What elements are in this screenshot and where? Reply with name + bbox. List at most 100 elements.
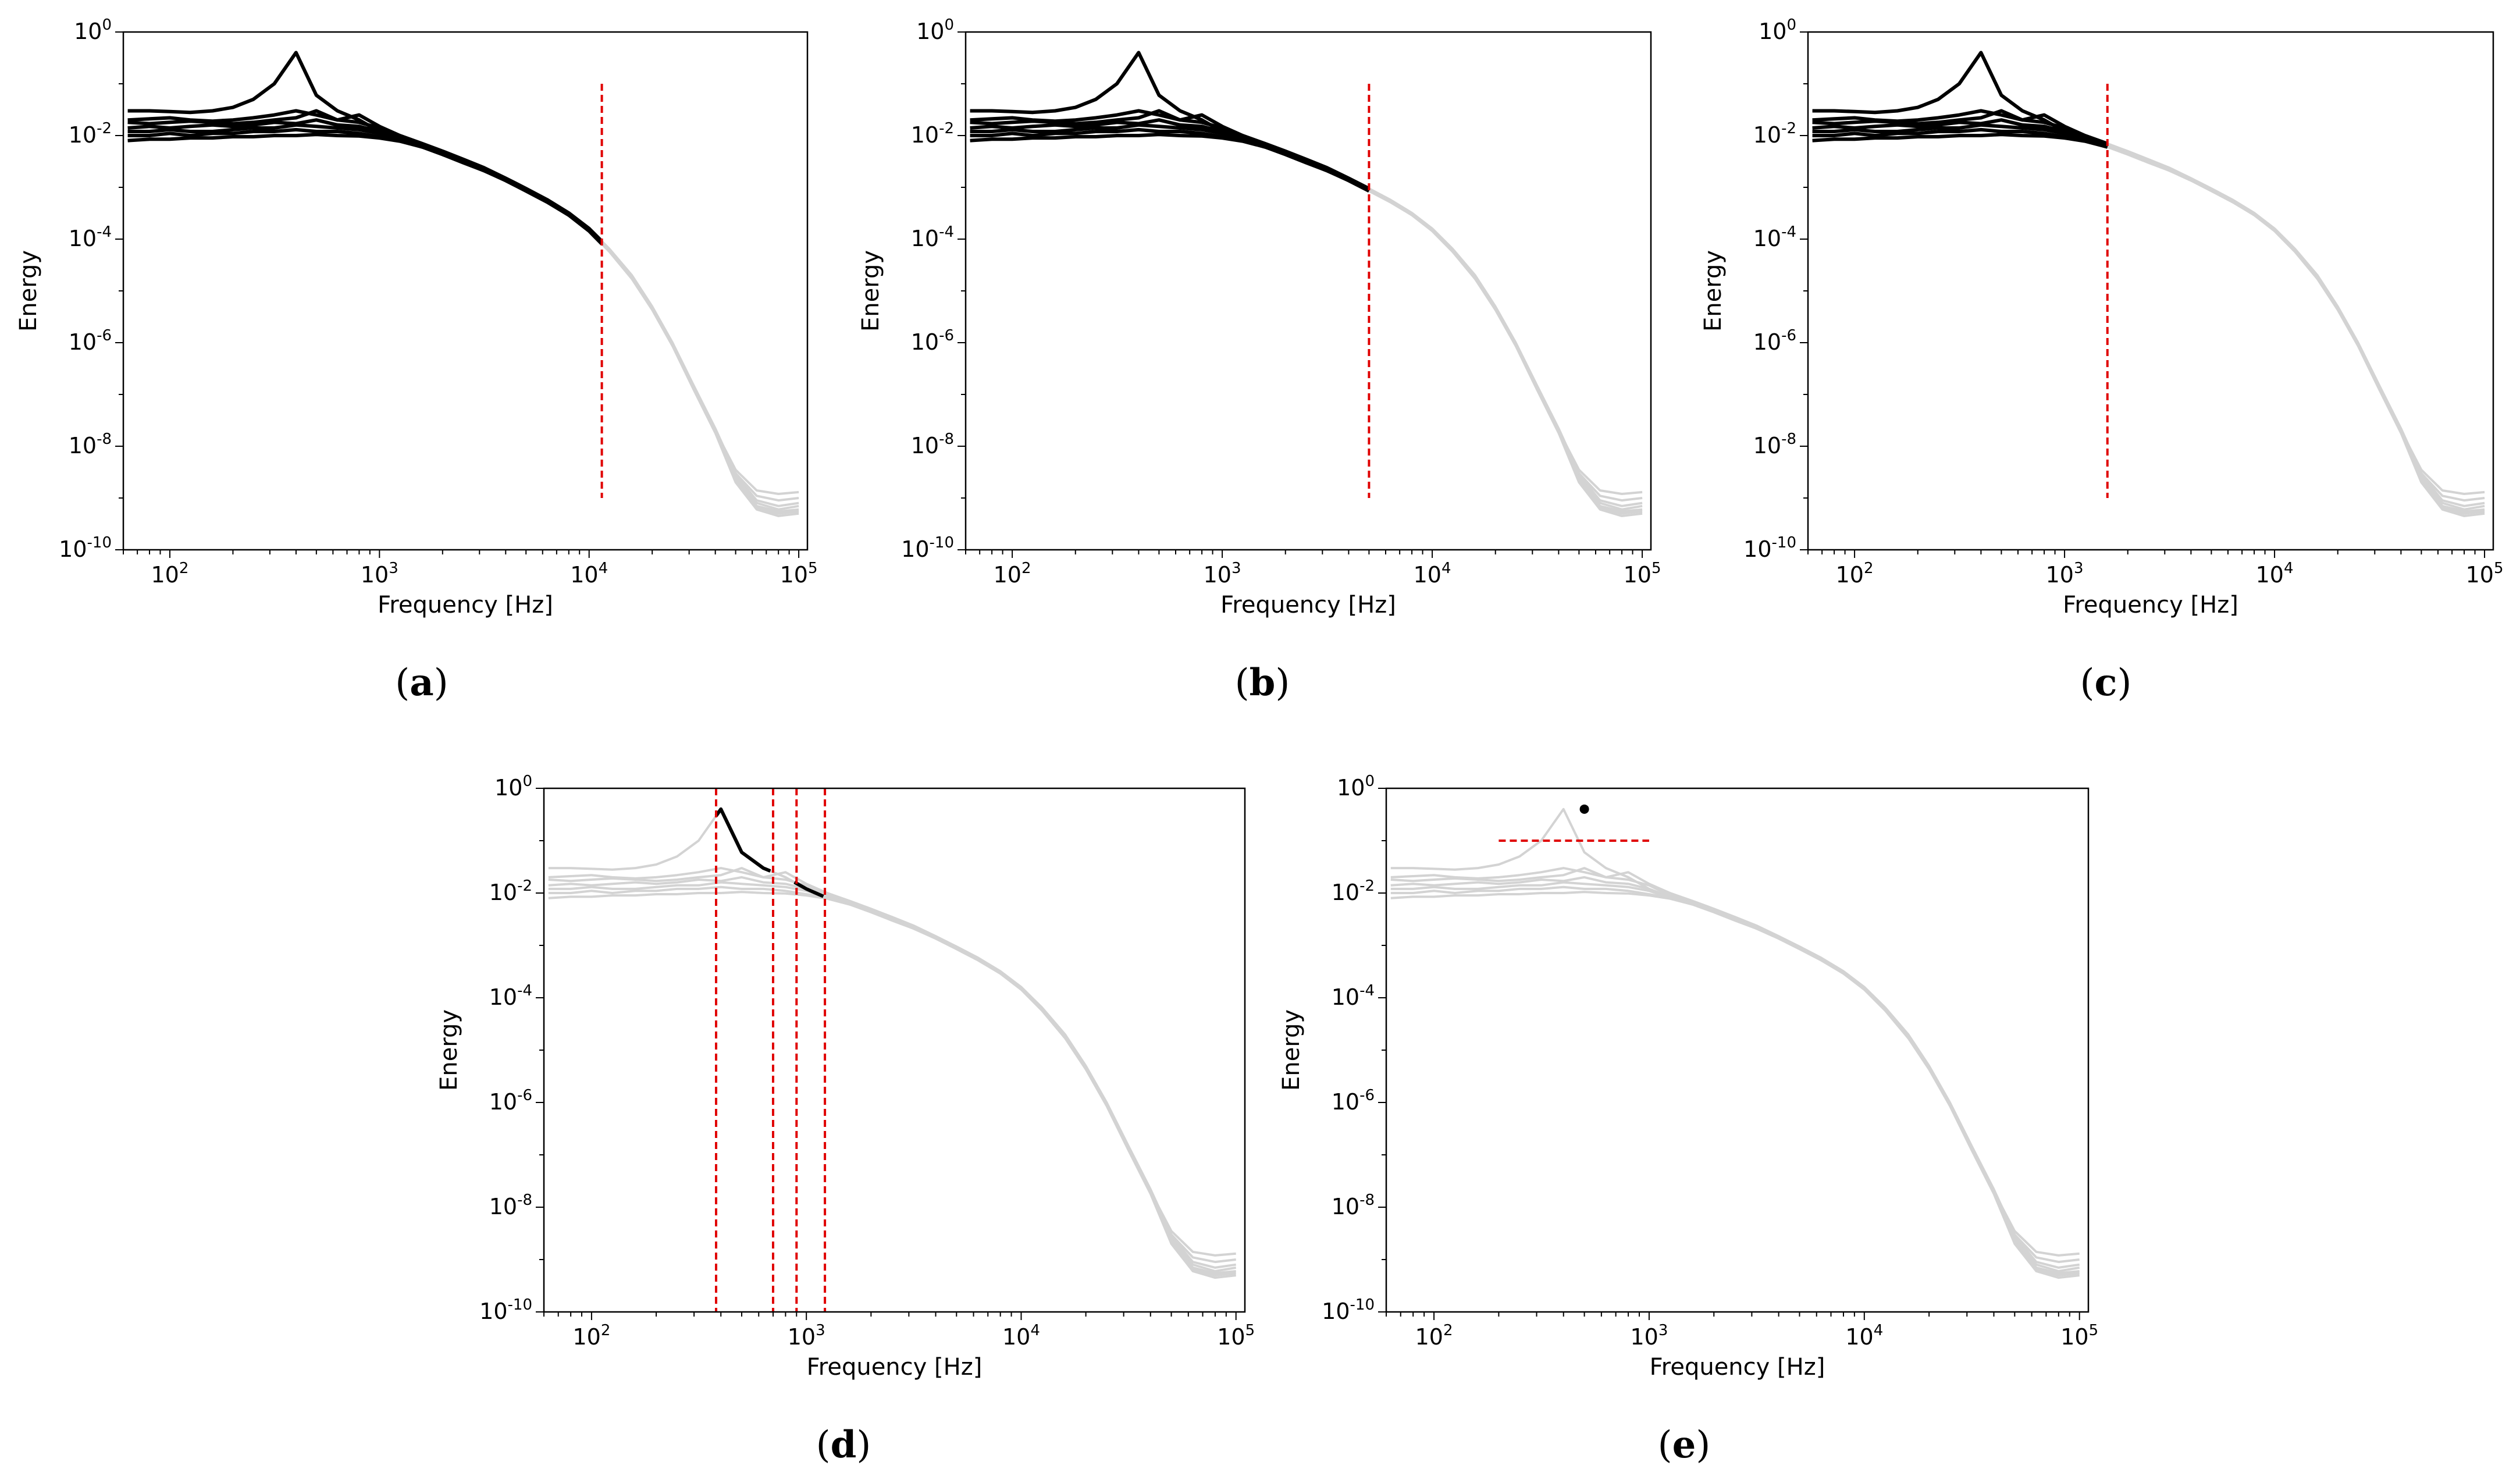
series-line-background: [970, 133, 1643, 517]
x-axis-label: Frequency [Hz]: [378, 592, 553, 618]
y-axis-label: Energy: [1278, 1009, 1305, 1091]
x-tick-label: 104: [570, 560, 608, 588]
series-line-background: [127, 109, 799, 502]
y-tick-label: 10-6: [911, 327, 954, 355]
series-line-background: [1390, 808, 2080, 1257]
x-tick-label: 102: [1415, 1322, 1453, 1350]
plot-area: [1812, 51, 2485, 517]
y-tick-label: 10-4: [911, 223, 954, 251]
series-line-highlight: [1812, 133, 2108, 149]
plot-area: [127, 51, 799, 517]
panel-a: 102 103 104 105 10-10 10-8 10-6 10-4 10-2 100 Freq…: [15, 16, 818, 705]
y-axis-label: Energy: [857, 250, 884, 332]
panel-e: 102 103 104 105 10-10 10-8 10-6 10-4 10-2 100 Freq…: [1278, 773, 2098, 1467]
plot-area: [970, 51, 1643, 517]
y-tick-label: 100: [74, 16, 112, 44]
x-axis-label: Frequency [Hz]: [1650, 1354, 1825, 1381]
series-line-background: [1812, 128, 2485, 515]
series-line-background: [970, 109, 1643, 507]
series-line-background: [970, 109, 1643, 502]
series-line-highlight: [127, 127, 603, 245]
y-tick-label: 10-2: [1753, 120, 1796, 148]
y-tick-label: 10-2: [1332, 877, 1375, 905]
y-tick-label: 100: [916, 16, 954, 44]
y-tick-label: 10-10: [479, 1296, 532, 1324]
series-line-background: [127, 123, 799, 513]
x-axis-label: Frequency [Hz]: [1220, 592, 1396, 618]
y-tick-label: 10-6: [69, 327, 112, 355]
y-tick-label: 10-4: [1332, 982, 1375, 1010]
series-line-background: [548, 881, 1236, 1275]
y-axis-label: Energy: [1700, 250, 1727, 332]
series-line-background: [127, 133, 799, 517]
series-line-highlight: [793, 880, 824, 898]
y-tick-label: 10-8: [1753, 431, 1796, 458]
peak-point: [1579, 804, 1589, 814]
series-line-highlight: [1812, 118, 2108, 147]
plot-area: [548, 788, 1237, 1312]
x-tick-label: 105: [1624, 560, 1661, 588]
series-line-background: [1390, 891, 2080, 1279]
x-tick-label: 103: [1630, 1322, 1668, 1350]
y-tick-label: 10-8: [911, 431, 954, 458]
series-line-background: [1390, 881, 2080, 1275]
x-tick-label: 102: [572, 1322, 610, 1350]
x-tick-label: 104: [1845, 1322, 1883, 1350]
x-tick-label: 104: [2256, 560, 2294, 588]
x-tick-label: 102: [151, 560, 188, 588]
x-tick-label: 102: [1836, 560, 1874, 588]
series-line-highlight: [127, 123, 603, 245]
y-tick-label: 10-4: [69, 223, 112, 251]
y-tick-label: 10-10: [1743, 534, 1796, 562]
series-line-background: [970, 123, 1643, 513]
series-line-background: [970, 119, 1643, 511]
y-tick-label: 10-2: [489, 877, 532, 905]
y-tick-label: 10-2: [911, 120, 954, 148]
series-line-background: [548, 876, 1237, 1272]
series-line-background: [1812, 133, 2485, 517]
series-line-background: [127, 109, 799, 507]
panel-b: 102 103 104 105 10-10 10-8 10-6 10-4 10-2 100 Freq…: [857, 16, 1661, 705]
series-line-background: [548, 808, 1236, 1257]
series-line-highlight: [970, 133, 1370, 193]
x-axis-label: Frequency [Hz]: [807, 1354, 983, 1381]
x-tick-label: 103: [361, 560, 398, 588]
series-line-background: [127, 128, 799, 515]
series-line-background: [127, 119, 799, 511]
x-tick-label: 105: [780, 560, 818, 588]
series-line-highlight: [1812, 109, 2108, 146]
y-tick-label: 10-8: [1332, 1191, 1375, 1219]
y-tick-label: 100: [494, 773, 532, 801]
series-line-background: [548, 891, 1236, 1279]
series-line-background: [1812, 109, 2485, 507]
x-tick-label: 105: [2060, 1322, 2098, 1350]
y-axis-label: Energy: [436, 1009, 462, 1091]
plot-area: [1390, 804, 2080, 1279]
y-tick-label: 10-10: [1322, 1296, 1375, 1324]
series-line-highlight: [1812, 123, 2108, 148]
x-axis-label: Frequency [Hz]: [2063, 592, 2238, 618]
x-tick-label: 104: [1002, 1322, 1040, 1350]
panel-caption: (c): [2080, 661, 2132, 705]
y-tick-label: 10-8: [489, 1191, 532, 1219]
y-tick-label: 100: [1337, 773, 1375, 801]
y-tick-label: 10-10: [901, 534, 954, 562]
y-tick-label: 10-6: [489, 1087, 532, 1115]
series-line-background: [1390, 885, 2080, 1277]
series-line-background: [1390, 876, 2080, 1272]
series-line-background: [970, 128, 1643, 515]
x-tick-label: 104: [1414, 560, 1451, 588]
y-tick-label: 10-4: [489, 982, 532, 1010]
series-line-highlight: [1812, 109, 2108, 145]
x-tick-label: 103: [2046, 560, 2084, 588]
series-line-highlight: [714, 807, 771, 873]
panel-c: 102 103 104 105 10-10 10-8 10-6 10-4 10-2 100 Freq…: [1700, 16, 2504, 705]
series-line-highlight: [127, 133, 603, 246]
panel-caption: (b): [1235, 661, 1290, 705]
series-line-background: [1812, 109, 2485, 502]
x-tick-label: 105: [2466, 560, 2504, 588]
x-tick-label: 105: [1217, 1322, 1255, 1350]
series-line-highlight: [127, 51, 603, 244]
series-line-background: [548, 867, 1236, 1264]
